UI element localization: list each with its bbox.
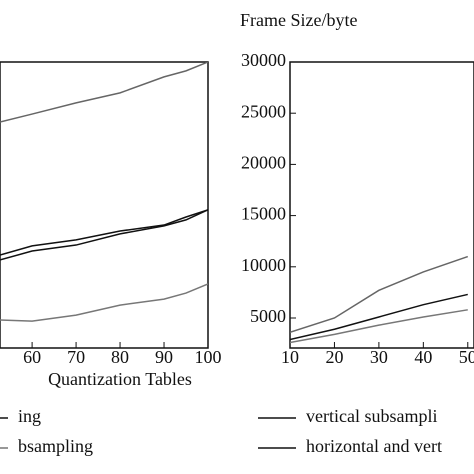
legend-label: ing xyxy=(18,406,41,426)
legend-label: vertical subsampli xyxy=(306,406,437,426)
x-tick-label: 90 xyxy=(155,347,173,367)
series-line xyxy=(0,62,208,123)
legend-label: bsampling xyxy=(18,436,93,456)
x-tick-label: 80 xyxy=(111,347,129,367)
y-tick-label: 20000 xyxy=(241,153,286,173)
y-tick-label: 15000 xyxy=(241,204,286,224)
x-tick-label: 30 xyxy=(370,347,388,367)
x-axis-label: Quantization Tables xyxy=(48,369,192,389)
x-tick-label: 10 xyxy=(281,347,299,367)
y-tick-label: 25000 xyxy=(241,101,286,121)
series-line xyxy=(0,209,208,256)
x-tick-label: 70 xyxy=(67,347,85,367)
legend-label: horizontal and vert xyxy=(306,436,442,456)
x-tick-label: 100 xyxy=(195,347,222,367)
y-tick-label: 5000 xyxy=(250,306,286,326)
series-line xyxy=(290,255,469,334)
y-tick-label: 30000 xyxy=(241,50,286,70)
series-line xyxy=(290,293,468,341)
plot-frame xyxy=(289,61,474,349)
x-tick-label: 20 xyxy=(325,347,343,367)
x-tick-label: 60 xyxy=(23,347,41,367)
y-axis-label: Frame Size/byte xyxy=(240,10,357,30)
x-tick-label: 40 xyxy=(414,347,432,367)
series-line xyxy=(290,309,468,344)
y-tick-label: 10000 xyxy=(241,255,286,275)
x-tick-label: 50 xyxy=(459,347,474,367)
series-line xyxy=(0,209,208,261)
series-line xyxy=(0,283,208,322)
plot-frame xyxy=(0,61,209,349)
